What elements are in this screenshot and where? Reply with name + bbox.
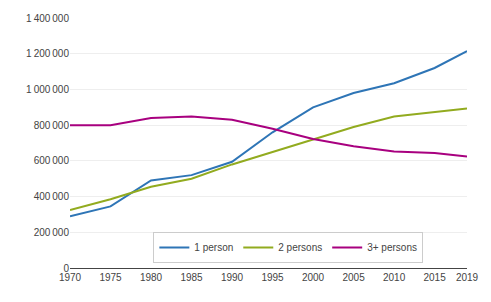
svg-text:2005: 2005	[342, 272, 365, 283]
svg-text:2019: 2019	[456, 272, 479, 283]
svg-text:1 000 000: 1 000 000	[26, 84, 69, 95]
svg-text:2010: 2010	[383, 272, 406, 283]
svg-text:1970: 1970	[59, 272, 82, 283]
svg-text:1990: 1990	[221, 272, 244, 283]
svg-text:1 person: 1 person	[194, 242, 233, 253]
svg-text:2 persons: 2 persons	[278, 242, 322, 253]
svg-text:400 000: 400 000	[34, 191, 70, 202]
svg-text:0: 0	[63, 263, 69, 274]
svg-text:3+ persons: 3+ persons	[367, 242, 417, 253]
svg-text:1975: 1975	[99, 272, 122, 283]
svg-text:1 200 000: 1 200 000	[26, 48, 69, 59]
svg-text:2000: 2000	[302, 272, 325, 283]
svg-text:800 000: 800 000	[34, 120, 70, 131]
svg-text:200 000: 200 000	[34, 227, 70, 238]
svg-text:600 000: 600 000	[34, 155, 70, 166]
svg-text:2015: 2015	[423, 272, 446, 283]
svg-text:1 400 000: 1 400 000	[26, 13, 69, 24]
svg-text:1980: 1980	[140, 272, 163, 283]
svg-text:1995: 1995	[261, 272, 284, 283]
svg-text:1985: 1985	[180, 272, 203, 283]
